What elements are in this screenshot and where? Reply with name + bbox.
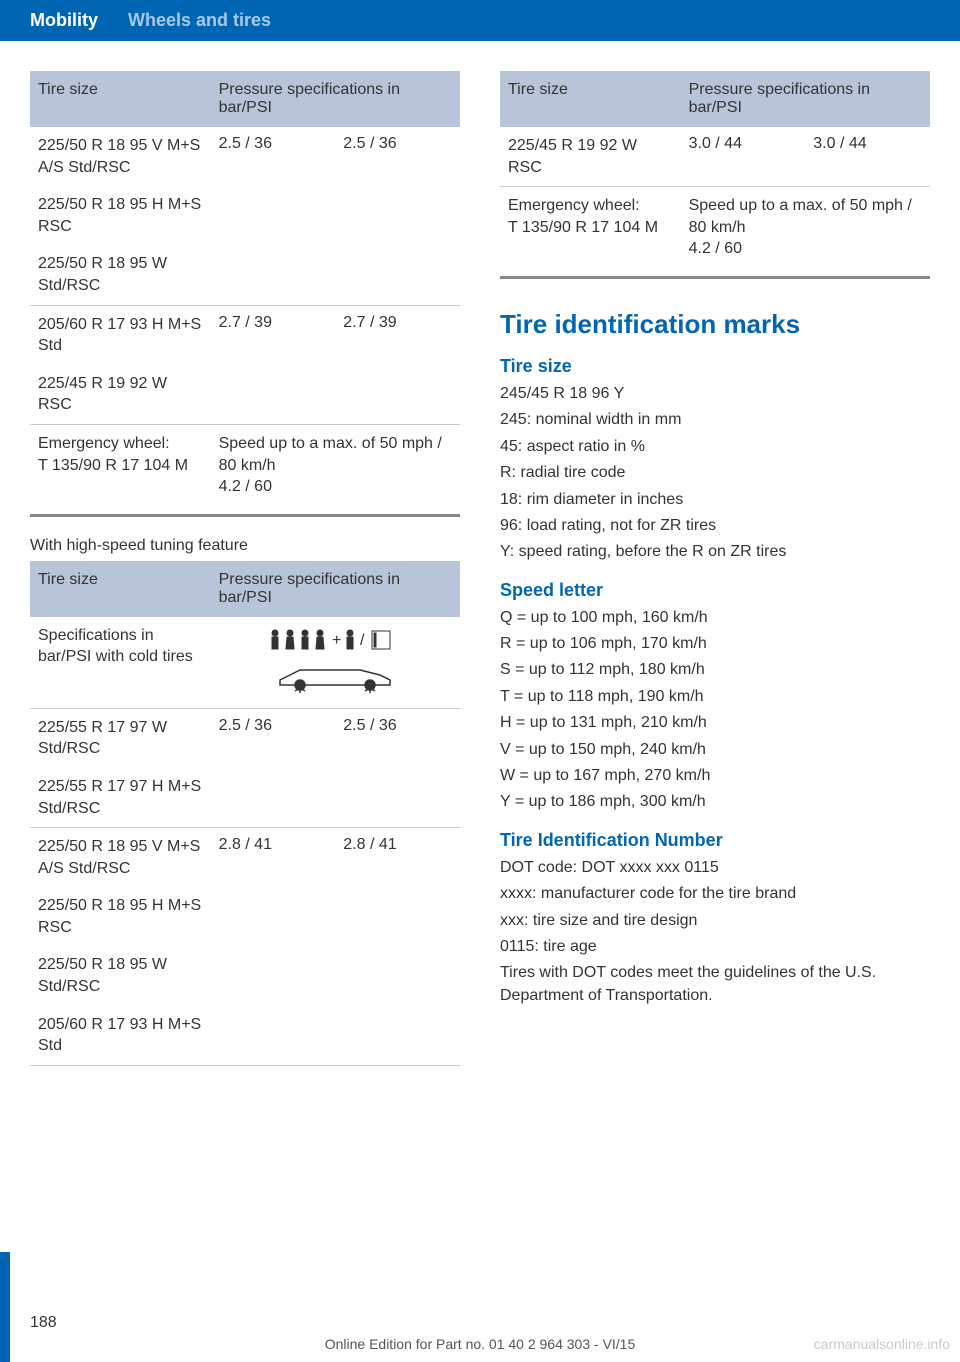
body-text: Q = up to 100 mph, 160 km/h bbox=[500, 607, 930, 629]
table2-header-pressure: Pressure specifications in bar/PSI bbox=[211, 561, 460, 617]
table-row: 225/50 R 18 95 W Std/RSC bbox=[30, 946, 211, 1005]
body-text: Tires with DOT codes meet the guidelines… bbox=[500, 962, 930, 1007]
table-cell bbox=[211, 186, 336, 245]
table-cell: 2.8 / 41 bbox=[335, 828, 460, 888]
body-text: R = up to 106 mph, 170 km/h bbox=[500, 633, 930, 655]
table-cell bbox=[335, 1006, 460, 1066]
table2-header-size: Tire size bbox=[30, 561, 211, 617]
subsection-speed-letter: Speed letter bbox=[500, 580, 930, 601]
table-cell: 2.5 / 36 bbox=[335, 127, 460, 186]
table1-header-pressure: Pressure specifications in bar/PSI bbox=[211, 71, 460, 127]
header-tab-wheels: Wheels and tires bbox=[128, 10, 271, 31]
body-text: 18: rim diameter in inches bbox=[500, 489, 930, 511]
section-title-tire-id: Tire identification marks bbox=[500, 309, 930, 340]
table-pressure-1: Tire size Pressure specifications in bar… bbox=[30, 71, 460, 506]
table-row: 225/50 R 18 95 V M+S A/S Std/RSC bbox=[30, 828, 211, 888]
emergency-wheel-value: Speed up to a max. of 50 mph / 80 km/h 4… bbox=[681, 187, 930, 268]
table-pressure-3: Tire size Pressure specifications in bar… bbox=[500, 71, 930, 268]
svg-text:+: + bbox=[332, 632, 341, 649]
table-cell: 3.0 / 44 bbox=[805, 127, 930, 187]
table-cell bbox=[211, 887, 336, 946]
emergency-speed-text: Speed up to a max. of 50 mph / 80 km/h bbox=[219, 433, 452, 476]
emergency-size-text: T 135/90 R 17 104 M bbox=[508, 217, 673, 239]
body-text: 45: aspect ratio in % bbox=[500, 436, 930, 458]
table-row: 225/55 R 17 97 W Std/RSC bbox=[30, 708, 211, 768]
emergency-pressure-text: 4.2 / 60 bbox=[689, 238, 922, 260]
body-text: Y: speed rating, before the R on ZR tire… bbox=[500, 541, 930, 563]
table-row: 225/50 R 18 95 V M+S A/S Std/RSC bbox=[30, 127, 211, 186]
table-cell bbox=[211, 946, 336, 1005]
body-text: V = up to 150 mph, 240 km/h bbox=[500, 739, 930, 761]
body-text: 245: nominal width in mm bbox=[500, 409, 930, 431]
body-text: DOT code: DOT xxxx xxx 0115 bbox=[500, 857, 930, 879]
body-text: 96: load rating, not for ZR tires bbox=[500, 515, 930, 537]
table-row: 225/45 R 19 92 W RSC bbox=[30, 365, 211, 425]
emergency-size-text: T 135/90 R 17 104 M bbox=[38, 455, 203, 477]
table-row: 225/55 R 17 97 H M+S Std/RSC bbox=[30, 768, 211, 828]
people-car-icon: + / bbox=[260, 625, 410, 695]
table-cell bbox=[335, 887, 460, 946]
emergency-wheel-value: Speed up to a max. of 50 mph / 80 km/h 4… bbox=[211, 424, 460, 505]
table-cell bbox=[211, 768, 336, 828]
right-column: Tire size Pressure specifications in bar… bbox=[500, 71, 930, 1074]
table3-header-pressure: Pressure specifications in bar/PSI bbox=[681, 71, 930, 127]
page-header: Mobility Wheels and tires bbox=[0, 0, 960, 41]
body-text: Y = up to 186 mph, 300 km/h bbox=[500, 791, 930, 813]
content-area: Tire size Pressure specifications in bar… bbox=[0, 41, 960, 1074]
table-row: 225/50 R 18 95 W Std/RSC bbox=[30, 245, 211, 305]
emergency-pressure-text: 4.2 / 60 bbox=[219, 476, 452, 498]
table1-header-size: Tire size bbox=[30, 71, 211, 127]
table-cell bbox=[335, 245, 460, 305]
body-text: S = up to 112 mph, 180 km/h bbox=[500, 659, 930, 681]
body-text: T = up to 118 mph, 190 km/h bbox=[500, 686, 930, 708]
table-rule bbox=[500, 276, 930, 279]
left-column: Tire size Pressure specifications in bar… bbox=[30, 71, 460, 1074]
watermark: carmanualsonline.info bbox=[814, 1336, 950, 1352]
table-cell bbox=[211, 365, 336, 425]
load-diagram-cell: + / bbox=[211, 617, 460, 709]
emergency-label-text: Emergency wheel: bbox=[508, 195, 673, 217]
highspeed-caption: With high-speed tuning feature bbox=[30, 537, 460, 555]
subsection-tire-size: Tire size bbox=[500, 356, 930, 377]
table-cell: 2.5 / 36 bbox=[211, 127, 336, 186]
body-text: H = up to 131 mph, 210 km/h bbox=[500, 712, 930, 734]
table-row: 205/60 R 17 93 H M+S Std bbox=[30, 1006, 211, 1066]
table-row: 225/50 R 18 95 H M+S RSC bbox=[30, 887, 211, 946]
table-cell bbox=[211, 1006, 336, 1066]
table-cell: 2.7 / 39 bbox=[211, 305, 336, 365]
table-cell bbox=[335, 946, 460, 1005]
emergency-wheel-label: Emergency wheel: T 135/90 R 17 104 M bbox=[500, 187, 681, 268]
spec-cold-label: Specifications in bar/PSI with cold tire… bbox=[30, 617, 211, 709]
body-text: R: radial tire code bbox=[500, 462, 930, 484]
body-text: W = up to 167 mph, 270 km/h bbox=[500, 765, 930, 787]
table-cell: 3.0 / 44 bbox=[681, 127, 806, 187]
svg-text:/: / bbox=[360, 632, 365, 649]
table-row: 225/45 R 19 92 W RSC bbox=[500, 127, 681, 187]
table-cell: 2.5 / 36 bbox=[211, 708, 336, 768]
subsection-tin: Tire Identification Number bbox=[500, 830, 930, 851]
table-cell: 2.8 / 41 bbox=[211, 828, 336, 888]
emergency-wheel-label: Emergency wheel: T 135/90 R 17 104 M bbox=[30, 424, 211, 505]
table-cell bbox=[335, 365, 460, 425]
table-row: 205/60 R 17 93 H M+S Std bbox=[30, 305, 211, 365]
emergency-label-text: Emergency wheel: bbox=[38, 433, 203, 455]
table-rule bbox=[30, 514, 460, 517]
table-cell: 2.5 / 36 bbox=[335, 708, 460, 768]
table-pressure-2: Tire size Pressure specifications in bar… bbox=[30, 561, 460, 1066]
table-cell bbox=[335, 768, 460, 828]
emergency-speed-text: Speed up to a max. of 50 mph / 80 km/h bbox=[689, 195, 922, 238]
header-tab-mobility: Mobility bbox=[30, 10, 98, 31]
body-text: 0115: tire age bbox=[500, 936, 930, 958]
table-cell bbox=[211, 245, 336, 305]
table-cell bbox=[335, 186, 460, 245]
table3-header-size: Tire size bbox=[500, 71, 681, 127]
table-row: 225/50 R 18 95 H M+S RSC bbox=[30, 186, 211, 245]
page-number: 188 bbox=[30, 1314, 57, 1332]
body-text: xxx: tire size and tire design bbox=[500, 910, 930, 932]
table-cell: 2.7 / 39 bbox=[335, 305, 460, 365]
tire-size-example: 245/45 R 18 96 Y bbox=[500, 383, 930, 405]
body-text: xxxx: manufacturer code for the tire bra… bbox=[500, 883, 930, 905]
